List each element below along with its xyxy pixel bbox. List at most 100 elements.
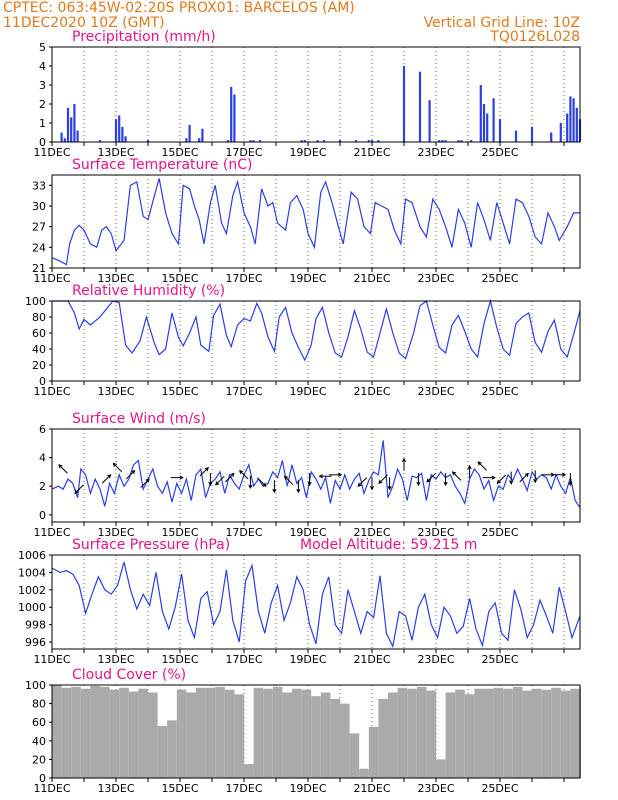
precipitation-title: Precipitation (mm/h) (72, 29, 216, 45)
cloud-cover-bar (493, 687, 504, 778)
wind-arrow-head (272, 488, 277, 494)
wind-arrow-head (524, 472, 529, 477)
cloud-cover-bar (224, 689, 235, 778)
wind-arrow (553, 472, 567, 477)
wind-ytick-label: 2 (39, 480, 46, 493)
precipitation-bar (559, 123, 562, 142)
wind-arrow-head (107, 474, 112, 479)
cloud-cover-bar (71, 686, 81, 778)
precipitation-bar (226, 140, 230, 142)
precipitation-ytick-label: 5 (39, 41, 46, 54)
temperature-line (51, 178, 580, 266)
precipitation-bar (486, 113, 489, 142)
precipitation-bar (233, 94, 236, 142)
precipitation-ytick-label: 4 (39, 60, 46, 73)
temperature-xtick-label: 23DEC (417, 272, 454, 285)
temperature-ytick-label: 27 (32, 221, 46, 234)
precipitation-bar (418, 71, 422, 142)
cloud-cover-bar (253, 687, 264, 778)
cloud-cover-bar (61, 687, 72, 778)
cloud-cover-bar (282, 692, 292, 778)
wind-xtick-label: 25DEC (481, 526, 518, 539)
wind-xtick-label: 23DEC (417, 526, 454, 539)
wind-xtick-label: 21DEC (353, 526, 390, 539)
cloud-cover-bar (560, 690, 571, 778)
humidity-xtick-label: 13DEC (97, 385, 134, 398)
cloud-cover-xtick-label: 19DEC (289, 782, 326, 795)
cloud-cover-bar (541, 689, 552, 778)
wind-frame (51, 428, 581, 523)
cloud-cover-xtick-label: 17DEC (225, 782, 262, 795)
cloud-cover-bar (484, 688, 494, 778)
cloud-cover-bar (359, 768, 369, 778)
wind-arrow (248, 475, 253, 489)
wind-line (51, 440, 581, 509)
wind-ytick-label: 4 (39, 452, 46, 465)
precipitation-bar (457, 140, 460, 142)
precipitation-bar (185, 138, 188, 142)
pressure-ytick-label: 1002 (18, 584, 46, 597)
temperature-ytick-label: 30 (32, 200, 46, 213)
precipitation-xtick-label: 17DEC (225, 146, 262, 159)
precipitation-bar (316, 140, 319, 142)
precipitation-bar (198, 138, 201, 142)
wind-arrow-head (416, 481, 421, 487)
wind-arrow-shaft (74, 484, 84, 494)
cloud-cover-panel: Cloud Cover (%) 0 20 40 60 80 100 11DEC 13DEC 15D… (25, 667, 581, 795)
pressure-ytick-label: 996 (25, 636, 46, 649)
precipitation-bar (438, 140, 441, 142)
cloud-cover-bar (215, 686, 225, 778)
pressure-xtick-label: 23DEC (417, 653, 454, 666)
cloud-cover-xtick-label: 23DEC (417, 782, 454, 795)
wind-arrow-head (451, 471, 457, 476)
humidity-xtick-label: 21DEC (353, 385, 390, 398)
wind-arrow-head (443, 481, 448, 487)
wind-arrow-head (296, 488, 301, 494)
pressure-xtick-label: 13DEC (97, 653, 134, 666)
cloud-cover-bar (368, 726, 379, 778)
wind-xtick-label: 11DEC (33, 526, 70, 539)
wind-arrow (509, 471, 514, 485)
wind-arrow-shaft (519, 473, 529, 483)
precipitation-xtick-label: 21DEC (353, 146, 390, 159)
cloud-cover-bar (292, 688, 302, 778)
precipitation-bar (441, 140, 444, 142)
cloud-cover-bar (330, 698, 340, 778)
humidity-xtick-label: 11DEC (33, 385, 70, 398)
wind-arrow (477, 461, 487, 471)
humidity-frame (51, 300, 581, 382)
wind-arrow-head (568, 481, 573, 487)
wind-arrow-shaft (199, 467, 209, 477)
precipitation-xtick-label: 13DEC (97, 146, 134, 159)
cloud-cover-bar (388, 692, 398, 778)
cloud-cover-bar (311, 696, 321, 778)
precipitation-bar (121, 126, 124, 142)
cloud-cover-bar (349, 733, 360, 778)
wind-arrow (307, 473, 312, 487)
precipitation-bar (514, 130, 518, 142)
wind-arrow-shaft (497, 474, 507, 484)
wind-arrow (101, 474, 112, 484)
pressure-xtick-label: 19DEC (289, 653, 326, 666)
precipitation-bar (470, 140, 473, 142)
precipitation-bar (492, 98, 495, 142)
pressure-ytick-label: 998 (25, 619, 46, 632)
temperature-xtick-label: 21DEC (353, 272, 390, 285)
precipitation-bar (575, 107, 578, 142)
humidity-ytick-label: 40 (32, 343, 46, 356)
temperature-panel: Surface Temperature (nC) 21 24 27 30 33 11DEC 1… (32, 157, 581, 285)
wind-arrow (283, 475, 294, 486)
cloud-cover-xtick-label: 11DEC (33, 782, 70, 795)
wind-arrow-head (204, 466, 209, 472)
cloud-cover-ytick-label: 0 (39, 772, 46, 785)
pressure-xtick-label: 17DEC (225, 653, 262, 666)
precipitation-panel: Precipitation (mm/h) 0 1 2 3 4 5 11DEC 13DEC 15DE… (33, 29, 582, 159)
precipitation-bar (569, 96, 572, 142)
temperature-xtick-label: 15DEC (161, 272, 198, 285)
precipitation-bar (188, 124, 191, 142)
precipitation-bar (498, 119, 502, 142)
wind-arrow (208, 473, 213, 487)
cloud-cover-bar (436, 759, 446, 778)
pressure-subtitle: Model Altitude: 59.215 m (300, 537, 477, 553)
precipitation-bar (322, 140, 326, 142)
